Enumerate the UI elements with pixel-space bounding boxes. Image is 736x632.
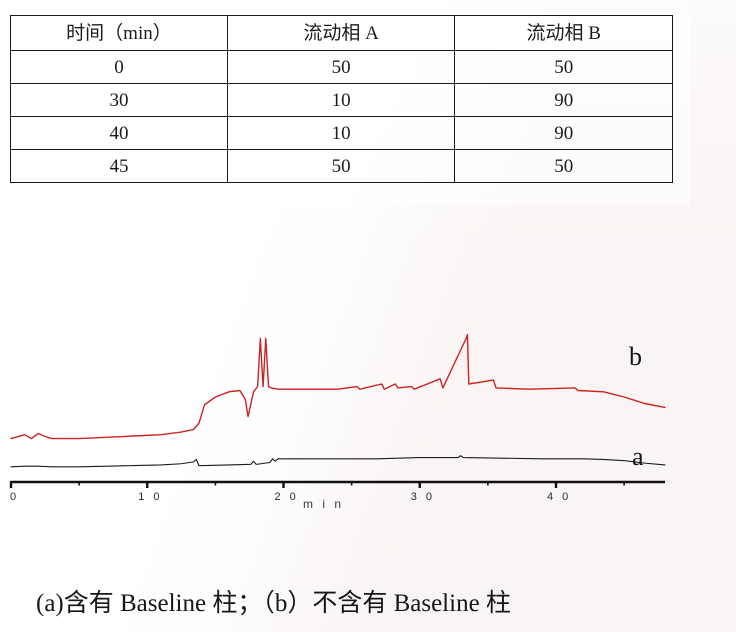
- cell-time: 0: [10, 50, 228, 84]
- table-header-row: 时间（min） 流动相 A 流动相 B: [10, 15, 673, 51]
- table-row: 0 50 50: [10, 50, 673, 84]
- table-row: 30 10 90: [10, 83, 673, 117]
- chromatogram-figure: 0 1 0 2 0 3 0 4 0: [0, 262, 700, 527]
- cell-phase-b: 90: [454, 83, 673, 117]
- x-axis: 0 1 0 2 0 3 0 4 0: [9, 480, 665, 503]
- gradient-table: 时间（min） 流动相 A 流动相 B 0 50 50 30 10 90 40 …: [10, 15, 673, 183]
- table-row: 40 10 90: [10, 116, 673, 150]
- trace-label-a: a: [632, 442, 644, 471]
- cell-time: 40: [10, 116, 228, 150]
- x-axis-tick-label: 1 0: [138, 491, 162, 503]
- x-axis-title: m i n: [303, 497, 345, 511]
- figure-caption: (a)含有 Baseline 柱；（b）不含有 Baseline 柱: [36, 590, 511, 617]
- cell-phase-a: 10: [226, 116, 456, 150]
- trace-label-b: b: [629, 342, 642, 371]
- cell-phase-b: 90: [454, 116, 673, 150]
- chromatogram-svg: 0 1 0 2 0 3 0 4 0: [9, 333, 666, 503]
- cell-phase-a: 50: [226, 149, 456, 183]
- trace-a-path: [10, 455, 666, 468]
- x-axis-tick-label: 0: [10, 491, 19, 503]
- x-axis-tick-label: 2 0: [275, 491, 299, 503]
- table-row: 45 50 50: [10, 149, 673, 183]
- cell-phase-a: 50: [226, 50, 456, 84]
- table-header-time: 时间（min）: [10, 15, 228, 51]
- cell-phase-b: 50: [454, 149, 673, 183]
- cell-phase-a: 10: [226, 83, 456, 117]
- cell-time: 45: [10, 149, 228, 183]
- x-axis-tick-label: 3 0: [411, 491, 435, 503]
- cell-time: 30: [10, 83, 228, 117]
- table-header-mobile-phase-a: 流动相 A: [226, 15, 456, 51]
- trace-a-black: [10, 455, 666, 468]
- trace-b-red: [10, 333, 666, 440]
- trace-b-path: [10, 333, 666, 440]
- table-header-mobile-phase-b: 流动相 B: [454, 15, 673, 51]
- x-axis-tick-label: 4 0: [547, 491, 571, 503]
- cell-phase-b: 50: [454, 50, 673, 84]
